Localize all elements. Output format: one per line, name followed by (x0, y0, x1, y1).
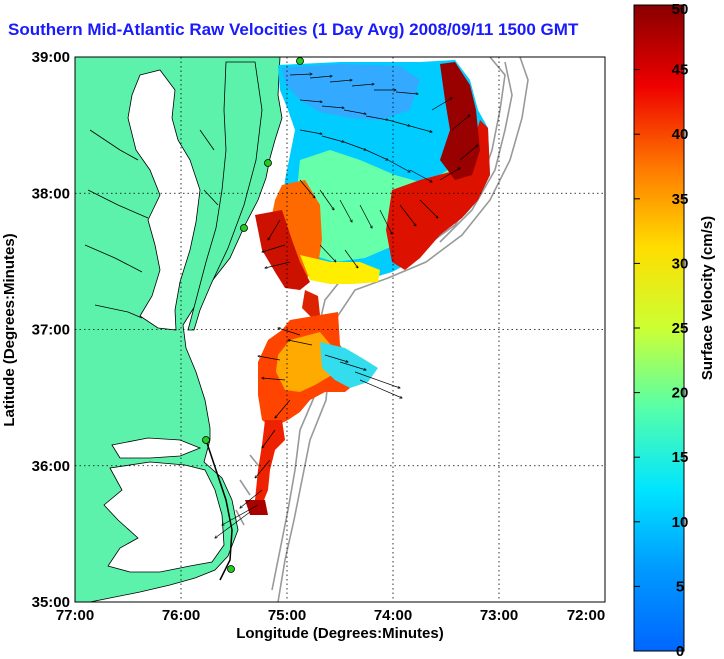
plot-frame (74, 56, 606, 603)
y-axis-ticks: 35:00 36:00 37:00 38:00 39:00 (32, 49, 70, 611)
hf-radar-stations (202, 57, 304, 573)
y-tick-label: 37:00 (32, 322, 70, 339)
bay-tributaries (84, 129, 219, 319)
velocity-patch-bridge (302, 290, 320, 318)
velocity-patch-south-tail (255, 420, 285, 505)
velocity-patch-east-red (386, 120, 490, 270)
velocity-arrows (215, 74, 478, 538)
colorbar-tick-label: 5 (676, 578, 684, 595)
x-axis-label: Longitude (Degrees:Minutes) (236, 625, 444, 642)
land-delmarva (187, 61, 263, 331)
outer-banks (205, 439, 233, 581)
velocity-patch-east-dark (440, 62, 480, 180)
x-tick-label: 72:00 (567, 607, 605, 624)
x-tick-label: 75:00 (268, 607, 306, 624)
station-marker (227, 565, 235, 573)
colorbar-tick-label: 40 (672, 126, 689, 143)
velocity-patch-yellow (300, 255, 380, 284)
albemarle-sound (111, 437, 202, 459)
colorbar-tick-label: 15 (672, 449, 689, 466)
velocity-patch-south-tip (245, 500, 268, 515)
velocity-patch-north-warm (270, 180, 322, 280)
y-tick-label: 38:00 (32, 185, 70, 202)
velocity-patch-south-orange (276, 332, 335, 392)
chesapeake-bay (127, 69, 201, 331)
y-axis-label: Latitude (Degrees:Minutes) (1, 233, 18, 426)
colorbar-ticks: 0 5 10 15 20 25 30 35 40 45 50 (634, 1, 688, 659)
x-tick-label: 74:00 (374, 607, 412, 624)
bathymetry-contours (235, 57, 529, 602)
colorbar-tick-label: 35 (672, 191, 689, 208)
x-tick-label: 73:00 (480, 607, 518, 624)
y-tick-label: 35:00 (32, 594, 70, 611)
station-marker (264, 159, 272, 167)
colorbar-tick-label: 45 (672, 62, 689, 79)
velocity-patch-north-cool (282, 64, 420, 120)
station-marker (296, 57, 304, 65)
colorbar-tick-label: 50 (672, 1, 689, 18)
colorbar-tick-label: 10 (672, 514, 689, 531)
colorbar-scale (633, 4, 685, 652)
colorbar-tick-label: 0 (676, 643, 684, 659)
station-marker (240, 224, 248, 232)
colorbar-tick-label: 25 (672, 320, 689, 337)
colorbar-label: Surface Velocity (cm/s) (699, 216, 716, 380)
y-tick-label: 39:00 (32, 49, 70, 66)
grid-lines (75, 57, 605, 602)
colorbar-tick-label: 20 (672, 385, 689, 402)
map-title: Southern Mid-Atlantic Raw Velocities (1 … (8, 20, 579, 39)
x-tick-label: 76:00 (162, 607, 200, 624)
pamlico-sound (103, 461, 225, 573)
station-marker (202, 436, 210, 444)
velocity-field (245, 60, 490, 515)
x-axis-ticks: 77:00 76:00 75:00 74:00 73:00 72:00 (56, 607, 605, 624)
velocity-patch-southwest (255, 210, 310, 290)
x-tick-label: 77:00 (56, 607, 94, 624)
y-tick-label: 36:00 (32, 458, 70, 475)
velocity-patch-north-green (296, 150, 460, 262)
colorbar-tick-label: 30 (672, 255, 689, 272)
